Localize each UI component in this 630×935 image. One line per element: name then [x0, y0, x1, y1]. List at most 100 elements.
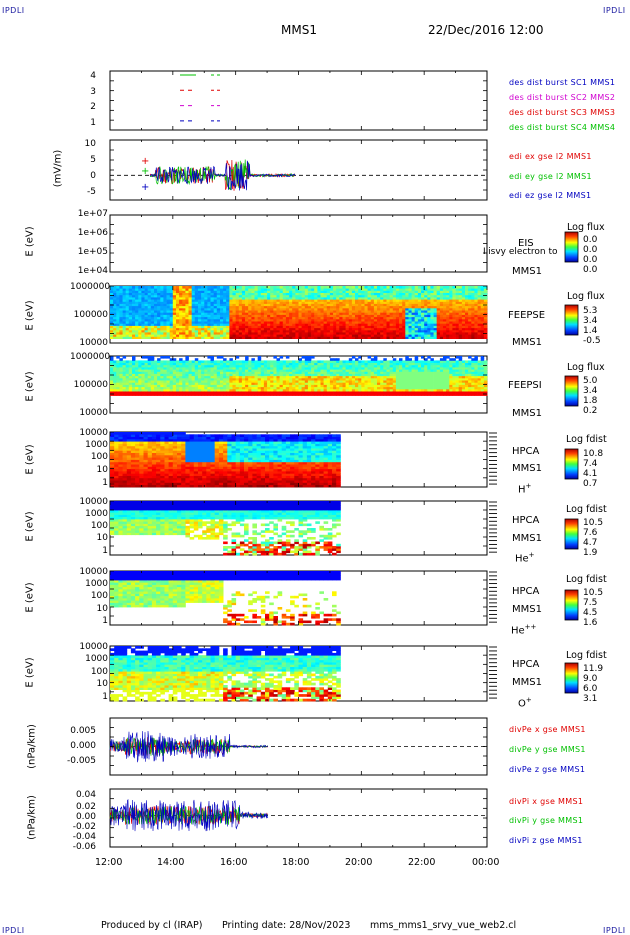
feepse-ytick-1e6: 1000000 [70, 282, 108, 292]
edi-ytick-m5: -5 [58, 187, 96, 197]
feepse-colorbar-title: Log flux [567, 291, 605, 302]
hpca_he-colorbar [565, 519, 578, 549]
feepsi-ytick-1e6: 1000000 [70, 352, 108, 362]
burst-ytick-4: 4 [58, 71, 96, 81]
divpe-ytick-0005: 0.005 [58, 726, 96, 736]
edi-plus-green: + [141, 166, 149, 177]
feepse-ytick-1e4: 10000 [70, 338, 108, 348]
hpca-he-ytick-1e4: 10000 [70, 497, 108, 507]
eis-colorbar-title: Log flux [567, 222, 605, 233]
hpca-hepp-instrument: HPCA [512, 586, 539, 597]
feepsi-ylabel: E (eV) [25, 367, 36, 407]
panel-frame-0 [110, 71, 487, 130]
footer-printing-date: Printing date: 28/Nov/2023 [222, 920, 350, 931]
hpca-hepp-ylabel: E (eV) [25, 578, 36, 618]
divpe-ylabel: (nPa/km) [27, 719, 38, 775]
burst-legend-sc1: des dist burst SC1 MMS1 [509, 78, 615, 87]
xtick-0000: 00:00 [472, 857, 499, 868]
feepsi-colorbar [565, 376, 578, 406]
xtick-1600: 16:00 [220, 857, 247, 868]
hpca-he-instrument: HPCA [512, 515, 539, 526]
hpca-o-species: O+ [518, 696, 532, 709]
feepse-spectrogram [110, 286, 487, 339]
hpca-o-spacecraft: MMS1 [512, 677, 542, 688]
edi-ytick-5: 5 [58, 155, 96, 165]
hpca-hepp-ytick-1e3: 1000 [70, 579, 108, 589]
hpca-he-spectrogram [110, 501, 341, 555]
hpca-hepp-ytick-10: 10 [70, 604, 108, 614]
panel-frame-2 [110, 215, 487, 272]
edi-legend-ey: edi ey gse l2 MMS1 [509, 172, 592, 181]
hpca-h-colorbar-title: Log fdist [566, 434, 607, 445]
hpca-o-ytick-1: 1 [70, 692, 108, 702]
hpca-he-ytick-1e2: 100 [70, 521, 108, 531]
hpca-o-ytick-10: 10 [70, 679, 108, 689]
hpca-he-spacecraft: MMS1 [512, 533, 542, 544]
xtick-1800: 18:00 [282, 857, 309, 868]
hpca-he-species: He+ [515, 551, 535, 564]
divpe-legend-z: divPe z gse MMS1 [509, 765, 585, 774]
feepse-instrument: FEEPSE [508, 310, 545, 321]
hpca-hepp-spectrogram [110, 571, 341, 625]
hpca-hepp-spacecraft: MMS1 [512, 604, 542, 615]
feepsi-spacecraft: MMS1 [512, 408, 542, 419]
footer-product: mms_mms1_srvy_vue_web2.cl [370, 920, 516, 931]
divpe-legend-x: divPe x gse MMS1 [509, 725, 586, 734]
burst-ytick-2: 2 [58, 102, 96, 112]
edi-legend-ex: edi ex gse l2 MMS1 [509, 152, 592, 161]
hpca-hepp-species: He++ [511, 623, 536, 636]
hpca-he-colorbar-title: Log fdist [566, 504, 607, 515]
hpca-he-ytick-1: 1 [70, 546, 108, 556]
hpca-he-ylabel: E (eV) [25, 507, 36, 547]
burst-legend-sc4: des dist burst SC4 MMS4 [509, 123, 615, 132]
xtick-1200: 12:00 [95, 857, 122, 868]
hpca-o-ytick-1e2: 100 [70, 667, 108, 677]
edi-ytick-10: 10 [58, 139, 96, 149]
feepse-colorbar [565, 305, 578, 335]
hpca-o-instrument: HPCA [512, 659, 539, 670]
hpca-hepp-ytick-1e2: 100 [70, 591, 108, 601]
feepsi-colorbar-title: Log flux [567, 362, 605, 373]
hpca-h-ylabel: E (eV) [25, 440, 36, 480]
divpe-ytick-m0005: -0.005 [58, 756, 96, 766]
xtick-2200: 22:00 [408, 857, 435, 868]
eis-overlay-text: Ilisvy electron to [483, 247, 630, 257]
divpi-ytick-m004: -0.04 [58, 832, 96, 842]
eis-spacecraft: MMS1 [512, 266, 542, 277]
hpca-o-ytick-1e4: 10000 [70, 642, 108, 652]
burst-legend-sc3: des dist burst SC3 MMS3 [509, 108, 615, 117]
hpca-hepp-ytick-1: 1 [70, 616, 108, 626]
edi-ytick-0: 0 [58, 171, 96, 181]
hpca-h-ytick-10: 10 [70, 465, 108, 475]
burst-ytick-1: 1 [58, 118, 96, 128]
hpca-o-ytick-1e3: 1000 [70, 654, 108, 664]
hpca-h-species: H+ [518, 482, 531, 495]
feepsi-instrument: FEEPSI [508, 380, 542, 391]
divpi-ytick-000: 0.00 [58, 812, 96, 822]
divpi-ytick-m002: -0.02 [58, 822, 96, 832]
feepsi-spectrogram [110, 356, 487, 396]
hpca-hepp-colorbar-title: Log fdist [566, 574, 607, 585]
hpca-h-ytick-1: 1 [70, 478, 108, 488]
hpca-he-ytick-1e3: 1000 [70, 509, 108, 519]
feepse-ylabel: E (eV) [25, 296, 36, 336]
hpca-h-spectrogram [110, 432, 341, 487]
edi-legend-ez: edi ez gse l2 MMS1 [509, 191, 591, 200]
divpi-legend-x: divPi x gse MMS1 [509, 797, 583, 806]
divpi-ytick-m006: -0.06 [58, 842, 96, 852]
divpe-ytick-0000: 0.000 [58, 741, 96, 751]
eis-ytick-1e4: 1e+04 [70, 266, 108, 276]
hpca-h-ytick-1e3: 1000 [70, 440, 108, 450]
panel-frame-1 [110, 140, 487, 200]
burst-ytick-3: 3 [58, 87, 96, 97]
divpe-legend-y: divPe y gse MMS1 [509, 745, 586, 754]
divpi-ytick-002: 0.02 [58, 802, 96, 812]
hpca-h-instrument: HPCA [512, 446, 539, 457]
hpca-h-spacecraft: MMS1 [512, 463, 542, 474]
feepsi-ytick-1e4: 10000 [70, 408, 108, 418]
